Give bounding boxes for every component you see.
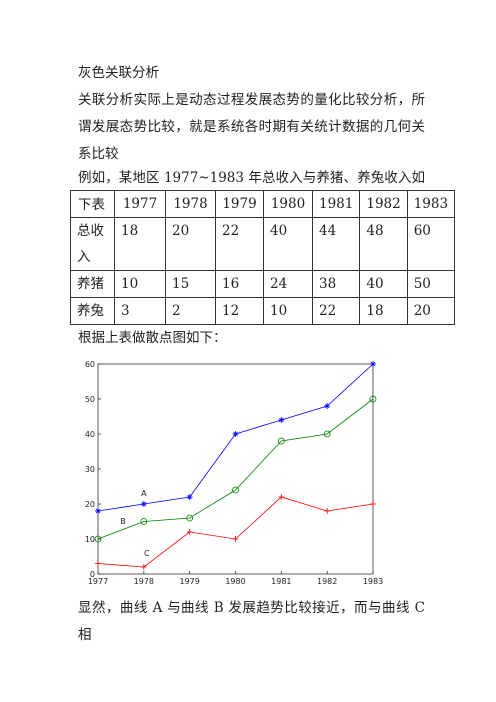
table-cell: 22 xyxy=(311,297,361,325)
paragraph: 关联分析实际上是动态过程发展态势的量化比较分析，所谓发展态势比较，就是系统各时期… xyxy=(78,92,425,162)
x-tick-label: 1981 xyxy=(271,577,291,586)
table-cell: 18 xyxy=(114,217,166,271)
header-cell: 1980 xyxy=(263,190,313,218)
table-cell: 16 xyxy=(215,270,264,298)
table-cell: 3 xyxy=(114,297,166,325)
header-cell: 1979 xyxy=(215,190,264,218)
table-cell: 50 xyxy=(406,270,456,298)
table-cell: 40 xyxy=(263,217,313,271)
table-cell: 20 xyxy=(406,297,456,325)
series-line xyxy=(97,363,374,512)
marker xyxy=(140,564,147,570)
marker xyxy=(278,417,285,423)
header-row: 1977 1978 1979 1980 1981 1982 1983 xyxy=(70,190,456,218)
marker xyxy=(140,501,147,507)
x-tick-label: 1980 xyxy=(225,577,245,586)
marker xyxy=(232,536,239,542)
header-cell: 1981 xyxy=(311,190,361,218)
table-row: 总收入 18 20 22 40 44 48 60 xyxy=(70,217,456,271)
header-cell: 1982 xyxy=(359,190,408,218)
x-tick-label: 1977 xyxy=(88,577,108,586)
y-tick-label: 10 xyxy=(85,535,95,544)
y-tick-label: 60 xyxy=(85,360,95,369)
table-cell: 10 xyxy=(263,297,313,325)
table-cell: 18 xyxy=(359,297,408,325)
x-tick-label: 1979 xyxy=(179,577,199,586)
marker xyxy=(370,361,376,367)
chart: 0 10 20 30 40 50 60 1977 1978 1979 1980 1981 1982 198… xyxy=(85,360,383,586)
marker xyxy=(369,395,377,403)
x-tick-label: 1983 xyxy=(363,577,383,586)
header-cell: 1983 xyxy=(406,190,456,218)
table-cell: 养兔 xyxy=(70,297,115,325)
table-cell: 20 xyxy=(165,217,216,271)
table-cell: 养猪 xyxy=(70,270,115,298)
paragraph: 根据上表做散点图如下： xyxy=(78,330,227,346)
marker xyxy=(277,437,285,445)
y-tick-label: 20 xyxy=(85,500,95,509)
table-cell: 48 xyxy=(359,217,408,271)
series-line xyxy=(97,496,374,568)
x-tick-label: 1978 xyxy=(134,577,154,586)
table-row: 养猪 10 15 16 24 38 40 50 xyxy=(70,270,456,298)
marker xyxy=(186,529,193,535)
y-tick-label: 40 xyxy=(85,430,95,439)
y-tick-label: 50 xyxy=(85,395,95,404)
data-table: 1977 1978 1979 1980 1981 1982 1983 总收入 18 20 22 40 4… xyxy=(70,190,456,325)
table-cell: 总收入 xyxy=(70,217,115,271)
table-cell: 38 xyxy=(311,270,361,298)
paragraph: 显然，曲线 A 与曲线 B 发展趋势比较接近，而与曲线 C 相 xyxy=(78,600,425,643)
series-line xyxy=(97,398,374,540)
marker xyxy=(186,514,194,522)
marker xyxy=(323,430,331,438)
series-label: C xyxy=(144,549,150,558)
marker xyxy=(324,403,331,409)
table-cell: 40 xyxy=(359,270,408,298)
table-cell: 12 xyxy=(215,297,264,325)
marker xyxy=(232,486,239,494)
series-label: A xyxy=(141,489,147,498)
x-tick-label: 1982 xyxy=(317,577,337,586)
marker xyxy=(95,508,101,514)
series-label: B xyxy=(120,517,126,526)
header-cell: 1978 xyxy=(165,190,216,218)
marker xyxy=(278,494,285,500)
header-cell: 1977 xyxy=(114,190,166,218)
plot-frame xyxy=(97,363,374,575)
marker xyxy=(140,518,148,525)
marker xyxy=(186,494,193,500)
y-tick-label: 30 xyxy=(85,465,95,474)
heading: 灰色关联分析 xyxy=(78,65,159,81)
table-cell: 44 xyxy=(311,217,361,271)
y-tick-label: 0 xyxy=(90,570,95,579)
table-cell: 60 xyxy=(406,217,456,271)
table-row: 养兔 3 2 12 10 22 18 20 xyxy=(70,297,456,325)
table-cell: 10 xyxy=(114,270,166,298)
table-cell: 2 xyxy=(165,297,216,325)
marker xyxy=(94,535,102,543)
table-cell: 15 xyxy=(165,270,216,298)
marker xyxy=(370,501,376,507)
table-cell: 22 xyxy=(215,217,264,271)
marker xyxy=(232,431,239,437)
marker xyxy=(324,508,331,514)
table-cell: 24 xyxy=(263,270,313,298)
header-cell xyxy=(70,190,115,218)
marker xyxy=(95,560,101,567)
